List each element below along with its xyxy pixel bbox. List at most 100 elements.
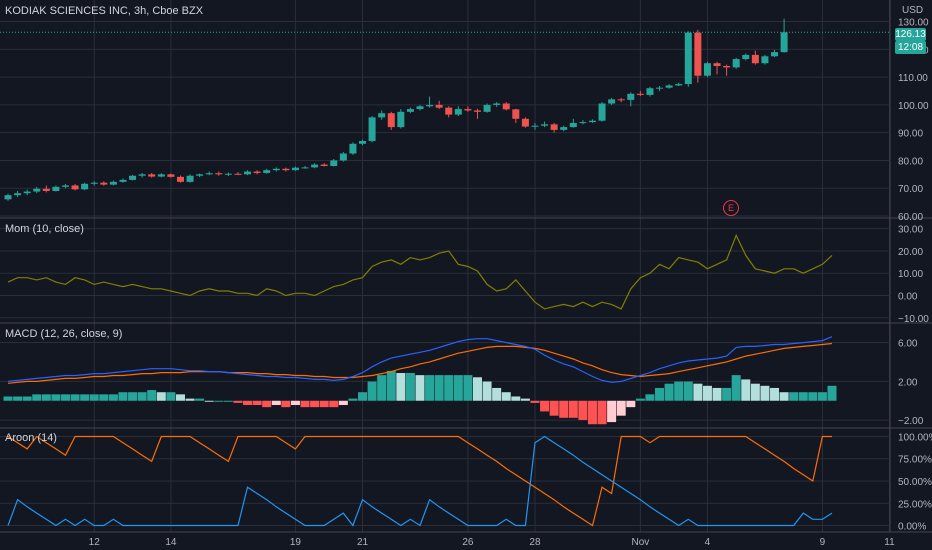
macd-histogram-bar — [635, 398, 645, 401]
macd-histogram-bar — [472, 377, 482, 401]
macd-histogram-bar — [156, 392, 166, 401]
macd-histogram-bar — [492, 387, 502, 401]
candle-body — [723, 66, 731, 68]
candle-body — [703, 63, 711, 76]
macd-histogram-bar — [645, 394, 655, 401]
macd-histogram-bar — [655, 387, 665, 401]
macd-histogram-bar — [271, 400, 281, 406]
candle-body — [483, 104, 491, 112]
macd-histogram-bar — [51, 394, 61, 401]
y-tick-label: 20.00 — [898, 247, 923, 258]
x-tick-label: 4 — [705, 537, 711, 548]
macd-histogram-bar — [760, 385, 770, 401]
macd-histogram-bar — [511, 396, 521, 401]
candle-body — [416, 106, 424, 110]
candle-body — [186, 175, 194, 182]
candle-body — [205, 173, 213, 175]
macd-histogram-bar — [693, 383, 703, 401]
candle-body — [339, 153, 347, 161]
earnings-marker-icon[interactable]: E — [723, 200, 739, 216]
candle-body — [732, 59, 740, 68]
last-price-tag: 126.13 — [895, 28, 926, 41]
aroon-down-line — [7, 435, 833, 527]
macd-histogram-bar — [166, 392, 176, 401]
y-tick-label: 130.00 — [898, 18, 929, 29]
macd-histogram-bar — [348, 398, 358, 401]
x-tick-label: 21 — [357, 537, 369, 548]
macd-histogram-bar — [41, 394, 51, 401]
candle-body — [33, 188, 41, 192]
macd-pane-label[interactable]: MACD (12, 26, close, 9) — [5, 328, 123, 340]
macd-histogram-bar — [501, 392, 511, 401]
macd-histogram-bar — [137, 392, 147, 401]
macd-histogram-bar — [808, 392, 818, 401]
macd-histogram-bar — [482, 381, 492, 401]
candle-body — [359, 141, 367, 144]
macd-histogram-bar — [338, 400, 348, 406]
aroon-up-line — [7, 435, 832, 527]
candle-body — [512, 109, 520, 119]
macd-histogram-bar — [223, 400, 233, 402]
y-tick-label: 75.00% — [898, 455, 932, 466]
candle-body — [291, 167, 299, 171]
macd-histogram-bar — [568, 400, 578, 418]
candle-body — [713, 63, 721, 66]
candle-body — [263, 170, 271, 173]
macd-histogram-bar — [195, 398, 205, 401]
currency-label: USD — [902, 5, 924, 16]
macd-histogram-bar — [530, 400, 540, 403]
candle-body — [473, 110, 481, 112]
y-tick-label: 50.00% — [898, 477, 932, 488]
candle-body — [215, 173, 223, 175]
macd-histogram-bar — [300, 400, 310, 408]
candle-body — [244, 171, 252, 175]
candle-body — [368, 117, 376, 141]
candle-body — [665, 85, 673, 88]
candle-body — [742, 54, 750, 60]
macd-histogram-bar — [453, 375, 463, 401]
macd-line — [7, 336, 833, 383]
x-tick-label: 11 — [884, 537, 895, 548]
macd-histogram-bar — [262, 400, 272, 408]
candle-body — [320, 164, 328, 166]
y-tick-label: 100.00 — [898, 101, 929, 112]
macd-histogram-bar — [817, 392, 827, 401]
candle-body — [90, 182, 98, 184]
candle-body — [311, 164, 319, 168]
macd-histogram-bar — [607, 400, 617, 423]
mom-pane-label[interactable]: Mom (10, close) — [5, 223, 84, 235]
candle-body — [406, 109, 414, 112]
candle-body — [148, 174, 156, 177]
macd-histogram-bar — [358, 392, 368, 401]
candle-body — [627, 93, 635, 100]
candle-body — [387, 113, 395, 128]
macd-histogram-bar — [770, 387, 780, 401]
macd-histogram-bar — [329, 400, 339, 408]
macd-histogram-bar — [386, 370, 396, 401]
macd-histogram-bar — [626, 400, 636, 408]
candle-body — [569, 122, 577, 128]
candle-body — [61, 185, 69, 187]
y-tick-label: 60.00 — [898, 212, 923, 223]
macd-histogram-bar — [741, 379, 751, 401]
macd-histogram-bar — [702, 385, 712, 401]
aroon-pane-label[interactable]: Aroon (14) — [5, 432, 57, 444]
candle-body — [119, 179, 127, 182]
candle-body — [196, 174, 204, 176]
candle-body — [541, 124, 549, 126]
y-tick-label: 100.00% — [898, 432, 932, 443]
macd-histogram-bar — [559, 400, 569, 418]
y-tick-label: −10.00 — [898, 314, 929, 325]
macd-histogram-bar — [243, 400, 253, 406]
symbol-title[interactable]: KODIAK SCIENCES INC, 3h, Cboe BZX — [5, 5, 204, 17]
candle-body — [445, 107, 453, 115]
candle-body — [129, 175, 137, 180]
candle-body — [694, 32, 702, 76]
candle-body — [617, 99, 625, 101]
macd-histogram-bar — [252, 400, 262, 406]
candle-body — [234, 173, 242, 175]
candle-body — [684, 32, 692, 85]
candle-body — [521, 118, 529, 127]
candle-body — [272, 168, 280, 171]
